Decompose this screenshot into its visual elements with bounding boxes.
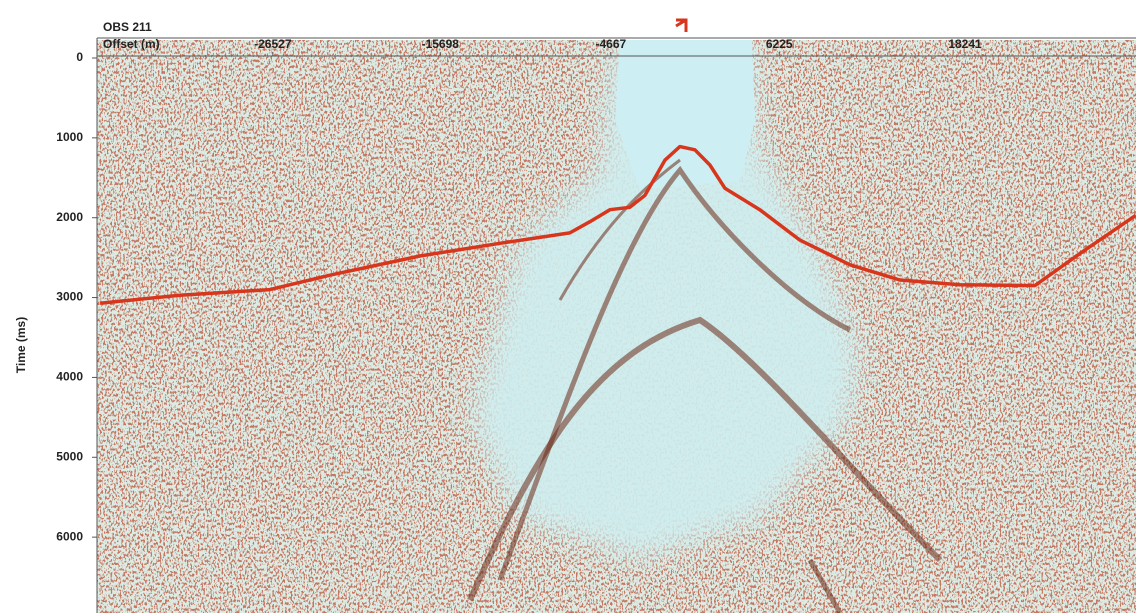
chart: OBS 211 Offset (m) Time (ms) 0 1000 2000 30… bbox=[0, 0, 1136, 613]
seismic-section bbox=[97, 40, 1136, 613]
y-tick-label: 6000 bbox=[56, 529, 83, 543]
x-tick-label: -4667 bbox=[595, 37, 626, 51]
y-tick-label: 5000 bbox=[56, 449, 83, 463]
x-tick-label: 6225 bbox=[766, 37, 793, 51]
y-tick-label: 1000 bbox=[56, 130, 83, 144]
y-tick-label: 2000 bbox=[56, 210, 83, 224]
receiver-marker bbox=[676, 20, 686, 32]
x-tick-label: 18241 bbox=[948, 37, 982, 51]
y-axis-label: Time (ms) bbox=[14, 317, 28, 373]
y-tick-label: 0 bbox=[76, 50, 83, 64]
x-tick-label: -15698 bbox=[422, 37, 460, 51]
x-axis-label: Offset (m) bbox=[103, 37, 160, 51]
y-tick-label: 4000 bbox=[56, 370, 83, 384]
y-tick-label: 3000 bbox=[56, 290, 83, 304]
chart-title: OBS 211 bbox=[103, 20, 152, 34]
x-tick-label: -26527 bbox=[254, 37, 292, 51]
